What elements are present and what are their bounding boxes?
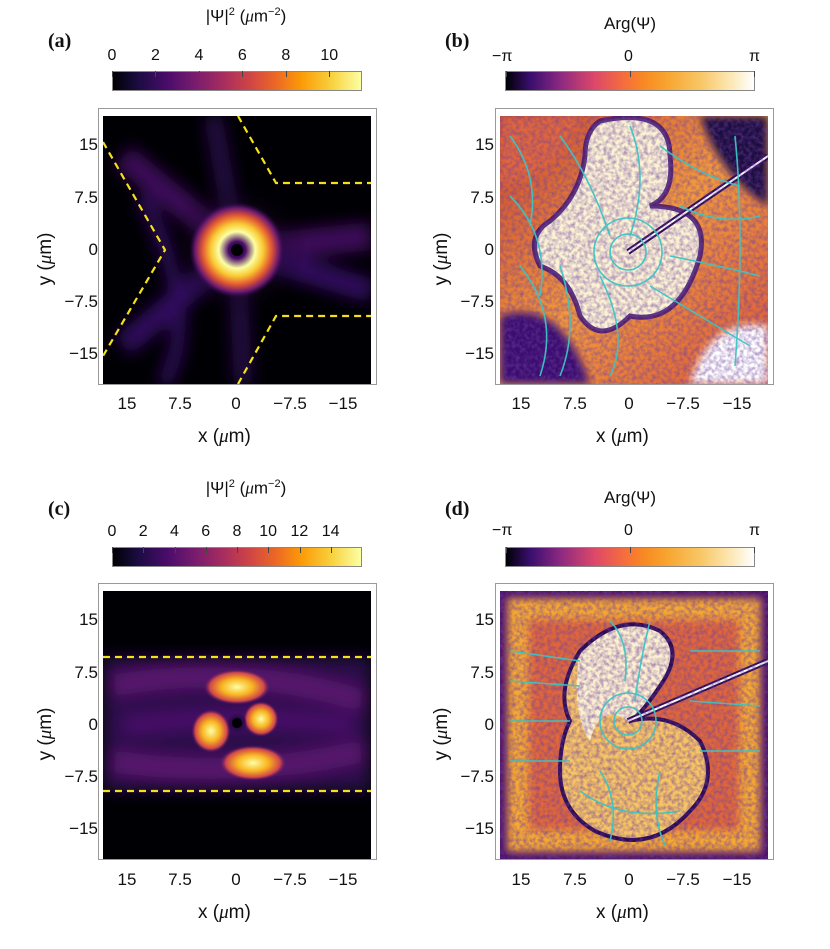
- cb-tickline-c-4: [237, 547, 238, 553]
- cb-tick-b-0: −π: [492, 48, 513, 65]
- x-tick-c-3: −7.5: [273, 870, 307, 889]
- x-tick-a-3: −7.5: [273, 394, 307, 413]
- panel-label-d: (d): [445, 498, 470, 520]
- x-tick-c-0: 15: [117, 870, 137, 889]
- x-axis-label-a: x (μm): [198, 426, 251, 447]
- x-tick-c-2: 0: [231, 870, 241, 889]
- cb-tick-c-7: 14: [321, 523, 340, 540]
- cb-tick-a-0: 0: [107, 47, 117, 64]
- x-tick-b-0: 15: [511, 394, 531, 413]
- cb-tickline-a-0: [112, 71, 113, 77]
- cb-tick-d-1: 0: [624, 522, 633, 539]
- x-axis-label-c: x (μm): [198, 902, 251, 923]
- x-axis-label-b: x (μm): [596, 426, 649, 447]
- y-axis-label-d: y (μm): [431, 707, 452, 761]
- y-tick-a-4: −15: [69, 344, 98, 363]
- y-axis-label-a: y (μm): [35, 232, 56, 286]
- density-map-a: [103, 116, 371, 384]
- colorbar-title-d: Arg(Ψ): [604, 488, 656, 507]
- y-tick-b-4: −15: [465, 344, 494, 363]
- y-tick-c-1: 7.5: [74, 663, 98, 682]
- colorbar-title-b: Arg(Ψ): [604, 14, 656, 33]
- x-tick-d-0: 15: [511, 870, 531, 889]
- x-tick-a-0: 15: [117, 394, 137, 413]
- panel-label-c: (c): [48, 498, 71, 520]
- boundary-lines-a: [103, 116, 371, 384]
- x-tick-c-4: −15: [328, 870, 358, 889]
- cb-tickline-c-5: [268, 547, 270, 553]
- cb-tickline-c-6: [299, 547, 301, 553]
- cb-tickline-c-2: [174, 547, 176, 553]
- y-tick-d-2: 0: [484, 715, 494, 734]
- y-tick-a-3: −7.5: [64, 292, 98, 311]
- cb-tick-d-2: π: [749, 522, 761, 539]
- y-axis-label-c: y (μm): [35, 707, 56, 761]
- panel-label-a: (a): [48, 30, 72, 52]
- x-tick-b-4: −15: [722, 394, 752, 413]
- streamlines-d: [509, 620, 761, 847]
- cb-tick-c-6: 12: [290, 523, 309, 540]
- x-tick-b-3: −7.5: [666, 394, 700, 413]
- cb-tickline-c-3: [205, 547, 207, 553]
- cb-tickline-a-1: [155, 71, 157, 77]
- cb-tickline-a-5: [329, 71, 331, 77]
- cb-tick-c-5: 10: [259, 523, 278, 540]
- cb-tick-c-4: 8: [232, 523, 242, 540]
- x-tick-b-1: 7.5: [563, 394, 587, 413]
- cb-tick-b-1: 0: [624, 48, 633, 65]
- cb-tickline-c-7: [330, 547, 332, 553]
- y-axis-label-b: y (μm): [431, 232, 452, 286]
- x-tick-a-2: 0: [231, 394, 241, 413]
- streamlines-b: [509, 125, 761, 377]
- y-tick-d-4: −15: [465, 819, 494, 838]
- cb-tick-c-3: 6: [201, 523, 211, 540]
- y-tick-c-4: −15: [69, 819, 98, 838]
- cb-tick-a-5: 10: [320, 47, 339, 64]
- x-tick-d-4: −15: [722, 870, 752, 889]
- y-tick-c-0: 15: [79, 610, 98, 629]
- y-tick-b-1: 7.5: [470, 188, 494, 207]
- colorbar-a: [112, 71, 362, 91]
- y-tick-a-0: 15: [79, 135, 98, 154]
- x-tick-a-4: −15: [328, 394, 358, 413]
- cb-tickline-c-1: [143, 547, 145, 553]
- cb-tick-c-2: 4: [170, 523, 179, 540]
- x-tick-d-2: 0: [624, 870, 634, 889]
- y-tick-a-2: 0: [88, 240, 98, 259]
- y-tick-c-2: 0: [88, 715, 98, 734]
- colorbar-title-c: |Ψ|2 (μm−2): [205, 478, 287, 498]
- y-tick-b-0: 15: [475, 135, 494, 154]
- cb-tickline-a-2: [198, 71, 200, 77]
- x-tick-b-2: 0: [624, 394, 634, 413]
- colorbar-title-a: |Ψ|2 (μm−2): [205, 6, 287, 26]
- cb-tickline-a-4: [285, 71, 287, 77]
- cb-tickline-c-0: [112, 547, 113, 553]
- cb-tick-b-2: π: [749, 48, 761, 65]
- y-tick-a-1: 7.5: [74, 188, 98, 207]
- cb-tick-c-1: 2: [138, 523, 148, 540]
- y-tick-b-3: −7.5: [460, 292, 494, 311]
- phase-map-b: [500, 116, 768, 384]
- cb-tick-a-1: 2: [150, 47, 160, 64]
- x-tick-a-1: 7.5: [168, 394, 192, 413]
- x-tick-d-3: −7.5: [666, 870, 700, 889]
- boundary-lines-c: [103, 655, 371, 793]
- y-tick-d-0: 15: [475, 610, 494, 629]
- y-tick-d-3: −7.5: [460, 767, 494, 786]
- cb-tick-a-2: 4: [194, 47, 204, 64]
- panel-label-b: (b): [445, 30, 470, 52]
- x-tick-c-1: 7.5: [168, 870, 192, 889]
- cb-tick-c-0: 0: [107, 523, 117, 540]
- cb-tick-d-0: −π: [492, 522, 513, 539]
- cb-tick-a-4: 8: [281, 47, 291, 64]
- cb-tick-a-3: 6: [237, 47, 247, 64]
- phase-map-d: [500, 591, 768, 859]
- x-axis-label-d: x (μm): [596, 902, 649, 923]
- x-tick-d-1: 7.5: [563, 870, 587, 889]
- y-tick-b-2: 0: [484, 240, 494, 259]
- y-tick-d-1: 7.5: [470, 663, 494, 682]
- density-map-c: [103, 591, 371, 859]
- cb-tickline-a-3: [242, 71, 244, 77]
- y-tick-c-3: −7.5: [64, 767, 98, 786]
